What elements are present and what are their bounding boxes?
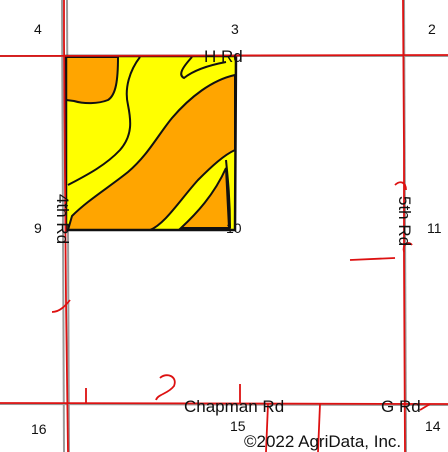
section-number-ne: 2 — [428, 21, 436, 37]
copyright-text: ©2022 AgriData, Inc. — [244, 432, 401, 451]
section-number-c: 10 — [226, 220, 242, 236]
section-number-sw: 16 — [31, 421, 47, 437]
road-label-west: 4th Rd — [53, 194, 72, 244]
field-zone-dark-nw — [65, 56, 120, 105]
field-zone-dark-band — [66, 73, 236, 231]
road-label-south-east: G Rd — [381, 397, 421, 416]
section-number-nw: 4 — [34, 21, 42, 37]
field-zone-boundary-1 — [67, 56, 141, 186]
field-zone-boundary-3 — [225, 159, 231, 229]
section-number-e: 11 — [427, 220, 442, 236]
field-zones — [64, 54, 238, 232]
section-number-se: 14 — [425, 418, 441, 434]
road-label-north: H Rd — [204, 47, 243, 66]
road-label-east: 5th Rd — [395, 196, 414, 246]
section-number-n: 3 — [231, 21, 239, 37]
section-number-s: 15 — [230, 418, 246, 434]
section-number-w: 9 — [34, 220, 42, 236]
field-zone-boundary-2 — [180, 56, 227, 80]
road-label-south-west: Chapman Rd — [184, 397, 284, 416]
